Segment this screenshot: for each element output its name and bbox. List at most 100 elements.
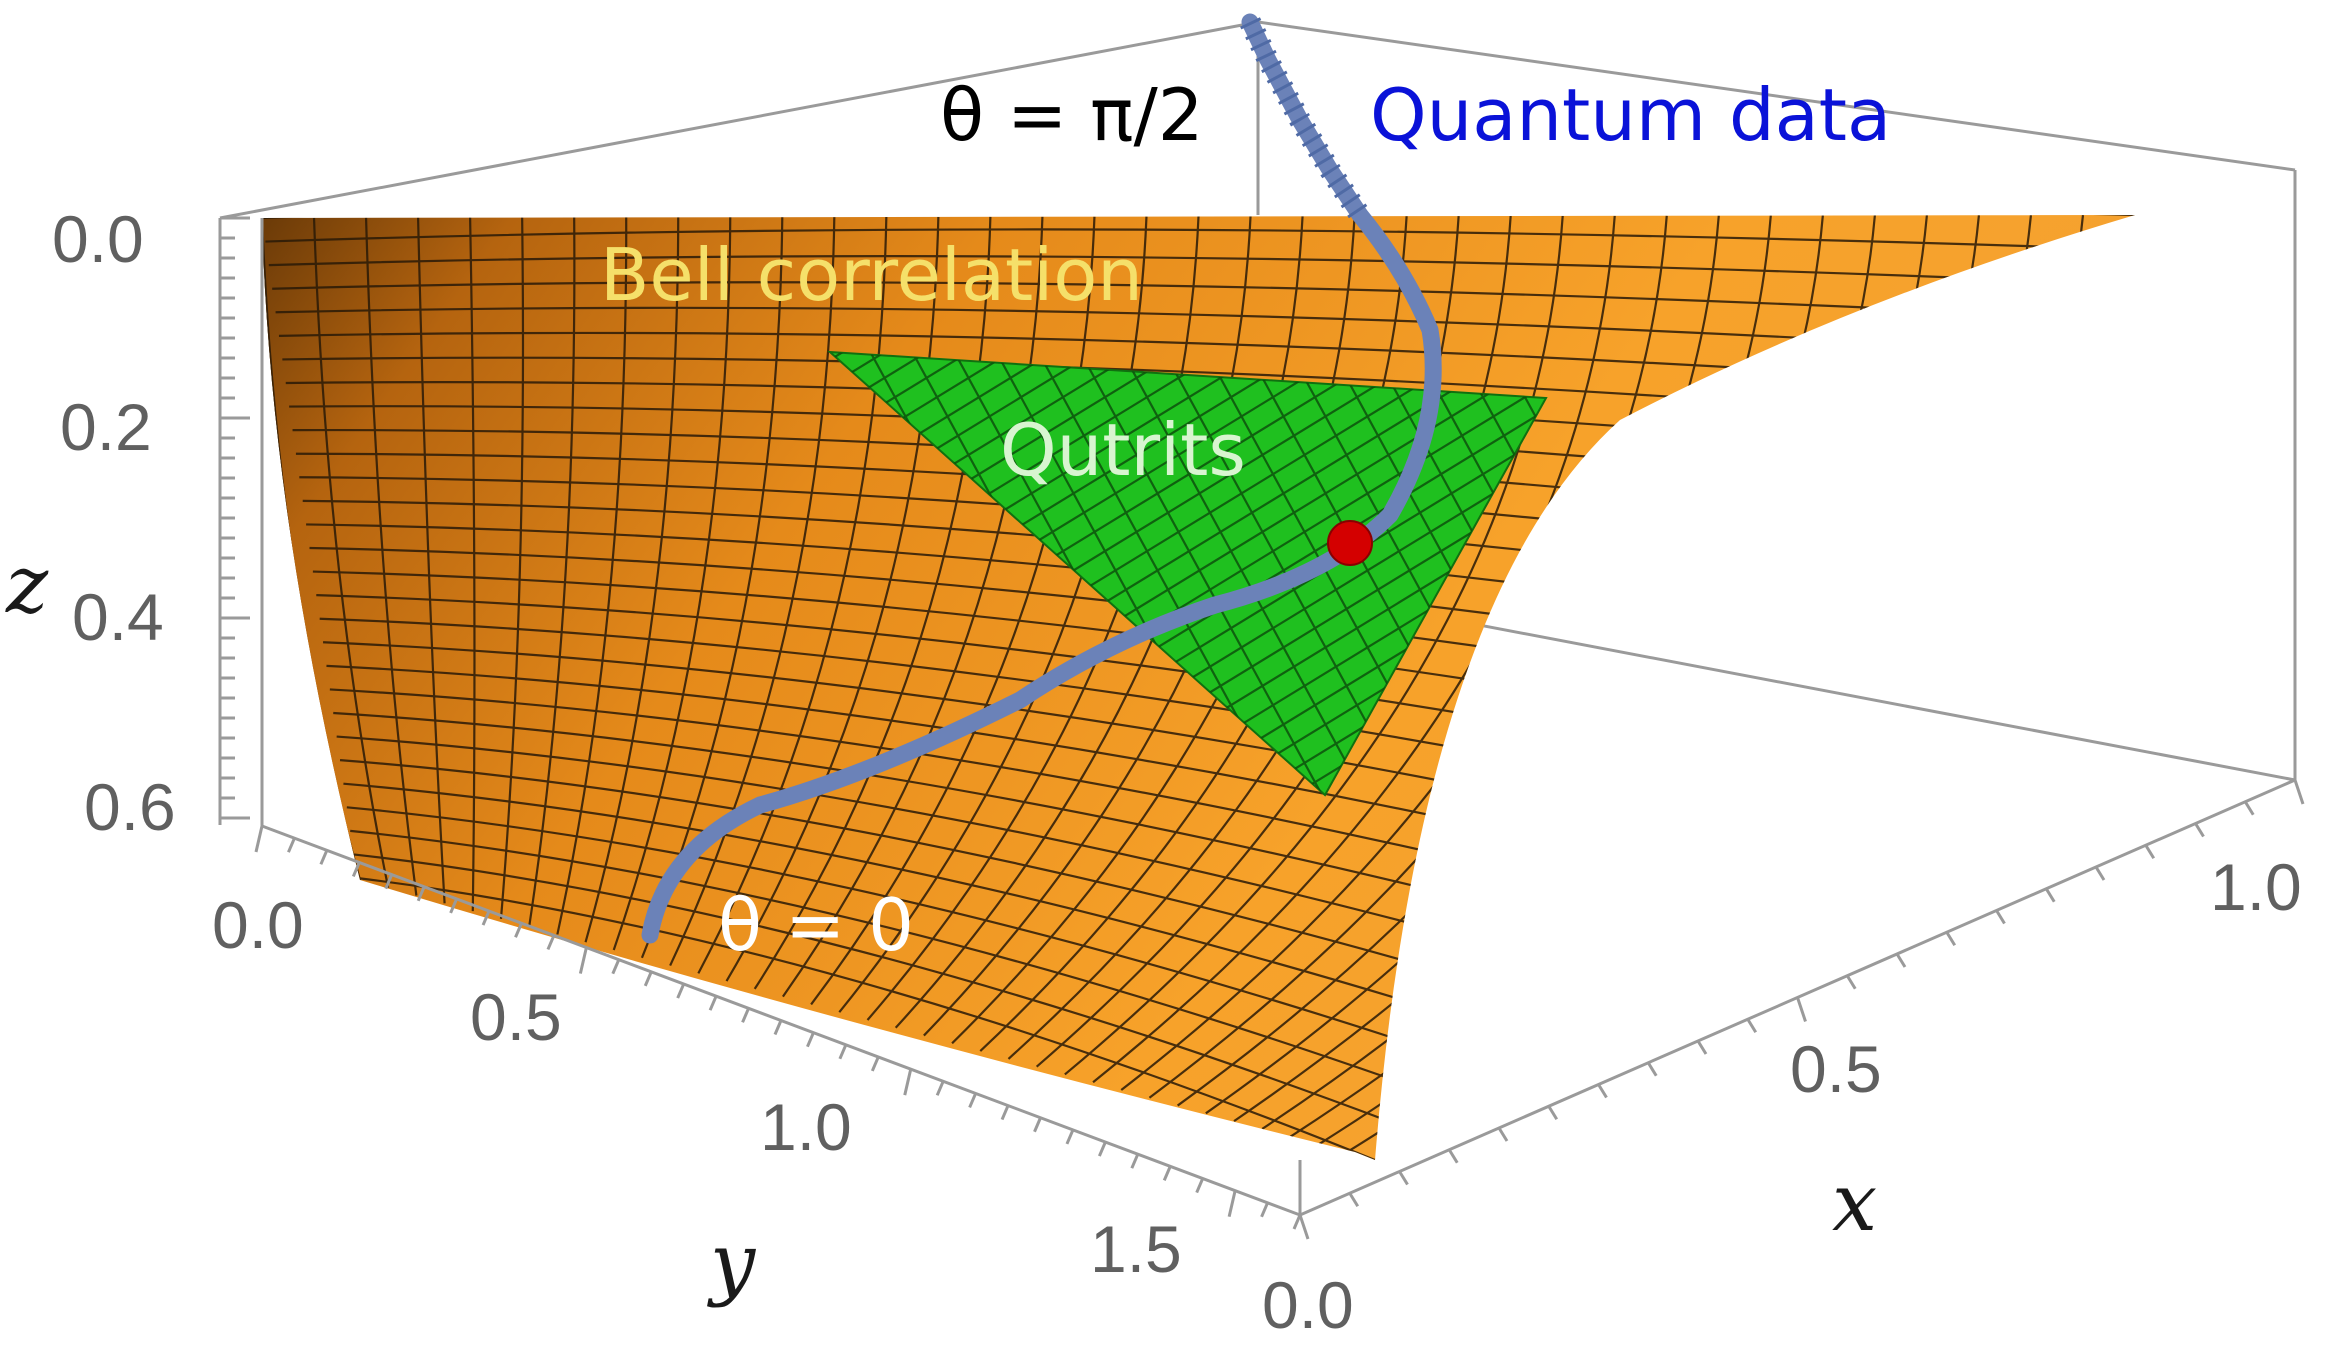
tick-mark xyxy=(1746,1018,1758,1034)
qutrits-mesh-line xyxy=(1093,352,1395,795)
qutrit-point xyxy=(1327,520,1373,566)
tick-mark xyxy=(968,1092,978,1109)
tick-mark xyxy=(1945,931,1957,947)
surface-mesh-line xyxy=(697,216,888,974)
surface-mesh-line xyxy=(810,216,1096,1006)
z-tick-label: 0.6 xyxy=(84,770,176,844)
tick-mark xyxy=(254,825,264,853)
tick-mark xyxy=(481,910,491,926)
tick-mark xyxy=(287,837,296,853)
qutrits-mesh-line xyxy=(1682,300,1982,850)
tick-mark xyxy=(416,886,426,902)
qutrits-mesh-line xyxy=(2296,300,2345,850)
z-tick-label: 0.0 xyxy=(52,202,144,276)
qutrits-mesh-line xyxy=(2018,300,2318,850)
surface-mesh-line xyxy=(669,217,836,967)
tick-mark xyxy=(2144,844,2156,860)
qutrits-mesh-line xyxy=(2186,300,2345,850)
qutrits-label: Qutrits xyxy=(1000,408,1246,492)
tick-mark xyxy=(384,874,394,890)
qutrits-mesh-line xyxy=(830,352,1546,795)
surface-mesh-line xyxy=(278,331,2000,385)
qutrits-mesh-line xyxy=(1850,300,2150,850)
qutrits-mesh-line xyxy=(1766,300,2066,850)
surface-mesh-line xyxy=(469,217,476,912)
surface-mesh-line xyxy=(275,306,2027,352)
quantum-data-curve xyxy=(641,13,1442,944)
tick-mark xyxy=(1260,1202,1269,1218)
surface-mesh-line xyxy=(350,829,1430,1094)
tick-mark xyxy=(514,922,523,938)
qutrits-mesh-line xyxy=(1834,300,2345,850)
qutrits-mesh-line xyxy=(830,352,1055,795)
qutrits-mesh-line xyxy=(830,352,1223,795)
qutrits-mesh-line xyxy=(2060,300,2345,850)
tick-mark xyxy=(935,1080,945,1096)
tick-mark xyxy=(676,983,686,999)
tick-mark xyxy=(806,1032,815,1048)
qutrits-mesh-line xyxy=(1892,300,2192,850)
qutrits-mesh-line xyxy=(1708,300,2345,850)
y-tick-label: 1.0 xyxy=(760,1090,852,1164)
tick-mark xyxy=(319,849,329,865)
theta-zero-label: θ = 0 xyxy=(718,883,914,967)
surface-mesh-line xyxy=(326,664,1620,858)
tick-mark xyxy=(773,1019,783,1036)
tick-mark xyxy=(546,934,556,950)
z-tick-label: 0.2 xyxy=(60,390,152,464)
surface-mesh-line xyxy=(265,228,2108,250)
tick-mark xyxy=(2194,822,2205,838)
tick-mark xyxy=(1097,1141,1107,1157)
x-tick-label: 0.5 xyxy=(1790,1032,1882,1106)
y-tick-label: 0.5 xyxy=(470,980,562,1054)
qutrits-mesh-line xyxy=(1724,300,2024,850)
tick-mark xyxy=(2044,887,2056,903)
z-axis-label: z xyxy=(5,538,49,631)
qutrits-mesh-line xyxy=(830,352,1139,795)
surface-mesh-line xyxy=(416,217,446,904)
z-axis: 0.0 0.2 0.4 0.6 z xyxy=(5,202,176,844)
tick-mark xyxy=(1497,1127,1509,1142)
y-axis-label: y xyxy=(707,1216,757,1309)
tick-mark xyxy=(1447,1148,1459,1164)
tick-mark xyxy=(741,1007,750,1023)
surface-mesh-line xyxy=(556,217,628,935)
surface-face xyxy=(262,215,2135,1160)
surface-mesh-line xyxy=(333,711,1566,925)
tick-mark xyxy=(449,898,459,914)
qutrits-mesh-line xyxy=(1876,300,2345,850)
tick-marks xyxy=(220,216,2305,1240)
qutrits-mesh-line xyxy=(2044,300,2345,850)
surface-mesh-line xyxy=(339,759,1512,993)
tick-mark xyxy=(1292,1214,1302,1230)
surface-mesh-line xyxy=(838,216,1148,1013)
qutrits-mesh-line xyxy=(1960,300,2345,850)
qutrits-mesh-line xyxy=(2254,300,2345,850)
surface-mesh-line xyxy=(1064,215,1564,1076)
annotations: Quantum data θ = π/2 Bell correlation Qu… xyxy=(600,73,1891,967)
surface-mesh-line xyxy=(612,217,732,951)
y-tick-label: 1.5 xyxy=(1090,1212,1182,1286)
x-tick-label: 1.0 xyxy=(2210,850,2302,924)
tick-mark xyxy=(1227,1190,1237,1218)
tick-mark xyxy=(351,861,361,878)
tick-mark xyxy=(1298,1214,1310,1240)
tick-mark xyxy=(611,959,621,975)
tick-mark xyxy=(870,1056,880,1072)
tick-mark xyxy=(578,947,588,974)
surface-mesh-line xyxy=(312,217,390,888)
y-tick-label: 0.0 xyxy=(212,888,304,962)
z-tick-label: 0.4 xyxy=(72,580,164,654)
tick-mark xyxy=(1195,1177,1205,1194)
qutrits-mesh-line xyxy=(2170,300,2345,850)
x-axis: 0.0 0.5 1.0 x xyxy=(1262,850,2302,1342)
x-tick-label: 0.0 xyxy=(1262,1268,1354,1342)
tick-mark xyxy=(1162,1165,1172,1181)
tick-mark xyxy=(2243,800,2255,816)
qutrits-mesh-line xyxy=(2270,300,2345,850)
tick-mark xyxy=(1597,1083,1608,1099)
qutrits-mesh-line xyxy=(830,352,1097,795)
tick-mark xyxy=(1995,909,2006,925)
qutrits-mesh-line xyxy=(2312,300,2345,850)
